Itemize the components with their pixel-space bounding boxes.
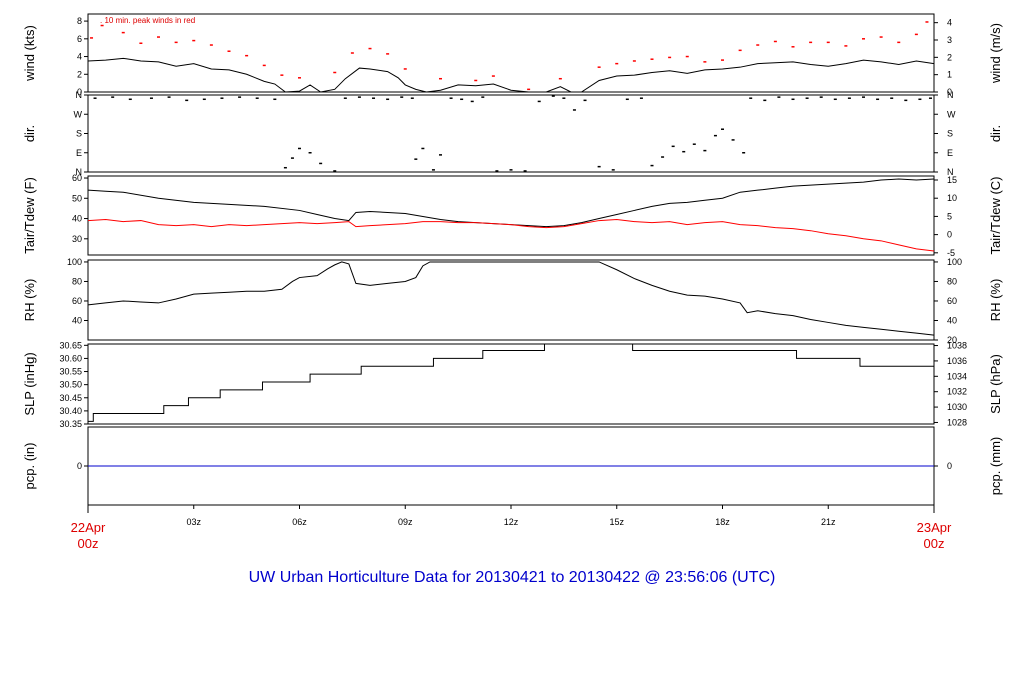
dir-frame	[87, 94, 935, 173]
slp-left-tick-label: 30.65	[59, 340, 82, 350]
time-tick-label: 06z	[292, 517, 307, 527]
time-tick-label: 03z	[186, 517, 201, 527]
slp-right-tick-label: 1028	[947, 417, 967, 427]
rh-right-tick-label: 100	[947, 257, 962, 267]
slp-right-tick-label: 1038	[947, 341, 967, 351]
dir-ylabel-left: dir.	[22, 125, 37, 142]
wind-frame	[87, 13, 935, 93]
slp-right-tick-label: 1032	[947, 387, 967, 397]
wind-annotation: . 10 min. peak winds in red	[100, 16, 195, 25]
wind-right-tick-label: 1	[947, 70, 952, 80]
wind-right-tick-label: 3	[947, 35, 952, 45]
pcp-ylabel-left: pcp. (in)	[22, 443, 37, 490]
end-date-label: 23Apr	[917, 520, 952, 535]
wind-series-line	[87, 57, 935, 93]
temp-ylabel-left: Tair/Tdew (F)	[22, 177, 37, 254]
pcp-ylabel-right: pcp. (mm)	[988, 437, 1003, 496]
temp-right-tick-label: -5	[947, 248, 955, 258]
time-tick-label: 09z	[398, 517, 413, 527]
slp-left-tick-label: 30.50	[59, 380, 82, 390]
wind-left-tick-label: 6	[77, 34, 82, 44]
dir-right-tick-label: N	[947, 90, 954, 100]
time-tick-label: 12z	[504, 517, 519, 527]
slp-frame	[87, 343, 935, 425]
temp-left-tick-label: 40	[72, 214, 82, 224]
wind-ylabel-right: wind (m/s)	[988, 23, 1003, 84]
slp-left-tick-label: 30.55	[59, 367, 82, 377]
rh-right-tick-label: 80	[947, 276, 957, 286]
temp-right-tick-label: 0	[947, 230, 952, 240]
dir-right-tick-label: E	[947, 148, 953, 158]
slp-left-tick-label: 30.60	[59, 353, 82, 363]
temp-ylabel-right: Tair/Tdew (C)	[988, 176, 1003, 254]
chart-title: UW Urban Horticulture Data for 20130421 …	[249, 569, 776, 586]
rh-series-line	[87, 261, 935, 336]
wind-left-tick-label: 8	[77, 16, 82, 26]
rh-ylabel-left: RH (%)	[22, 279, 37, 322]
rh-left-tick-label: 100	[67, 257, 82, 267]
dir-left-tick-label: N	[76, 90, 83, 100]
time-tick-label: 18z	[715, 517, 730, 527]
slp-left-tick-label: 30.40	[59, 406, 82, 416]
slp-right-tick-label: 1036	[947, 356, 967, 366]
wind-ylabel-left: wind (kts)	[22, 25, 37, 82]
panel-dir	[84, 94, 938, 173]
dir-left-tick-label: W	[74, 109, 83, 119]
wind-right-tick-label: 2	[947, 52, 952, 62]
panel-rh	[84, 259, 938, 341]
rh-ylabel-right: RH (%)	[988, 279, 1003, 322]
start-date-label: 22Apr	[71, 520, 106, 535]
temp-left-tick-label: 50	[72, 193, 82, 203]
wind-right-tick-label: 4	[947, 18, 952, 28]
dir-left-tick-label: N	[76, 167, 83, 177]
rh-right-tick-label: 20	[947, 335, 957, 345]
end-time-label: 00z	[924, 536, 945, 551]
panel-temp	[84, 175, 938, 256]
temp-frame	[87, 175, 935, 256]
time-tick-label: 15z	[609, 517, 624, 527]
wind-left-tick-label: 0	[77, 87, 82, 97]
temp-right-tick-label: 10	[947, 193, 957, 203]
panel-pcp	[84, 426, 938, 506]
temp-right-tick-label: 5	[947, 211, 952, 221]
panel-slp	[84, 343, 938, 425]
temp-series-line	[87, 178, 935, 228]
rh-left-tick-label: 60	[72, 296, 82, 306]
dir-right-tick-label: N	[947, 167, 954, 177]
slp-left-tick-label: 30.35	[59, 419, 82, 429]
rh-left-tick-label: 40	[72, 315, 82, 325]
slp-left-tick-label: 30.45	[59, 393, 82, 403]
dir-left-tick-label: E	[76, 148, 82, 158]
pcp-right-tick-label: 0	[947, 461, 952, 471]
rh-frame	[87, 259, 935, 341]
dir-right-tick-label: S	[947, 129, 953, 139]
wind-left-tick-label: 4	[77, 52, 82, 62]
panel-wind	[84, 13, 938, 93]
temp-left-tick-label: 60	[72, 173, 82, 183]
dir-right-tick-label: W	[947, 109, 956, 119]
wind-left-tick-label: 2	[77, 69, 82, 79]
slp-series-line	[88, 343, 934, 422]
slp-right-tick-label: 1034	[947, 371, 967, 381]
temp-series-line	[87, 219, 935, 252]
temp-right-tick-label: 15	[947, 175, 957, 185]
slp-ylabel-right: SLP (hPa)	[988, 354, 1003, 414]
wind-right-tick-label: 0	[947, 87, 952, 97]
rh-left-tick-label: 80	[72, 276, 82, 286]
dir-left-tick-label: S	[76, 129, 82, 139]
temp-left-tick-label: 30	[72, 234, 82, 244]
rh-right-tick-label: 40	[947, 315, 957, 325]
time-tick-label: 21z	[821, 517, 836, 527]
slp-right-tick-label: 1030	[947, 402, 967, 412]
slp-ylabel-left: SLP (inHg)	[22, 352, 37, 415]
dir-ylabel-right: dir.	[988, 125, 1003, 142]
rh-right-tick-label: 60	[947, 296, 957, 306]
pcp-left-tick-label: 0	[77, 461, 82, 471]
start-time-label: 00z	[78, 536, 99, 551]
